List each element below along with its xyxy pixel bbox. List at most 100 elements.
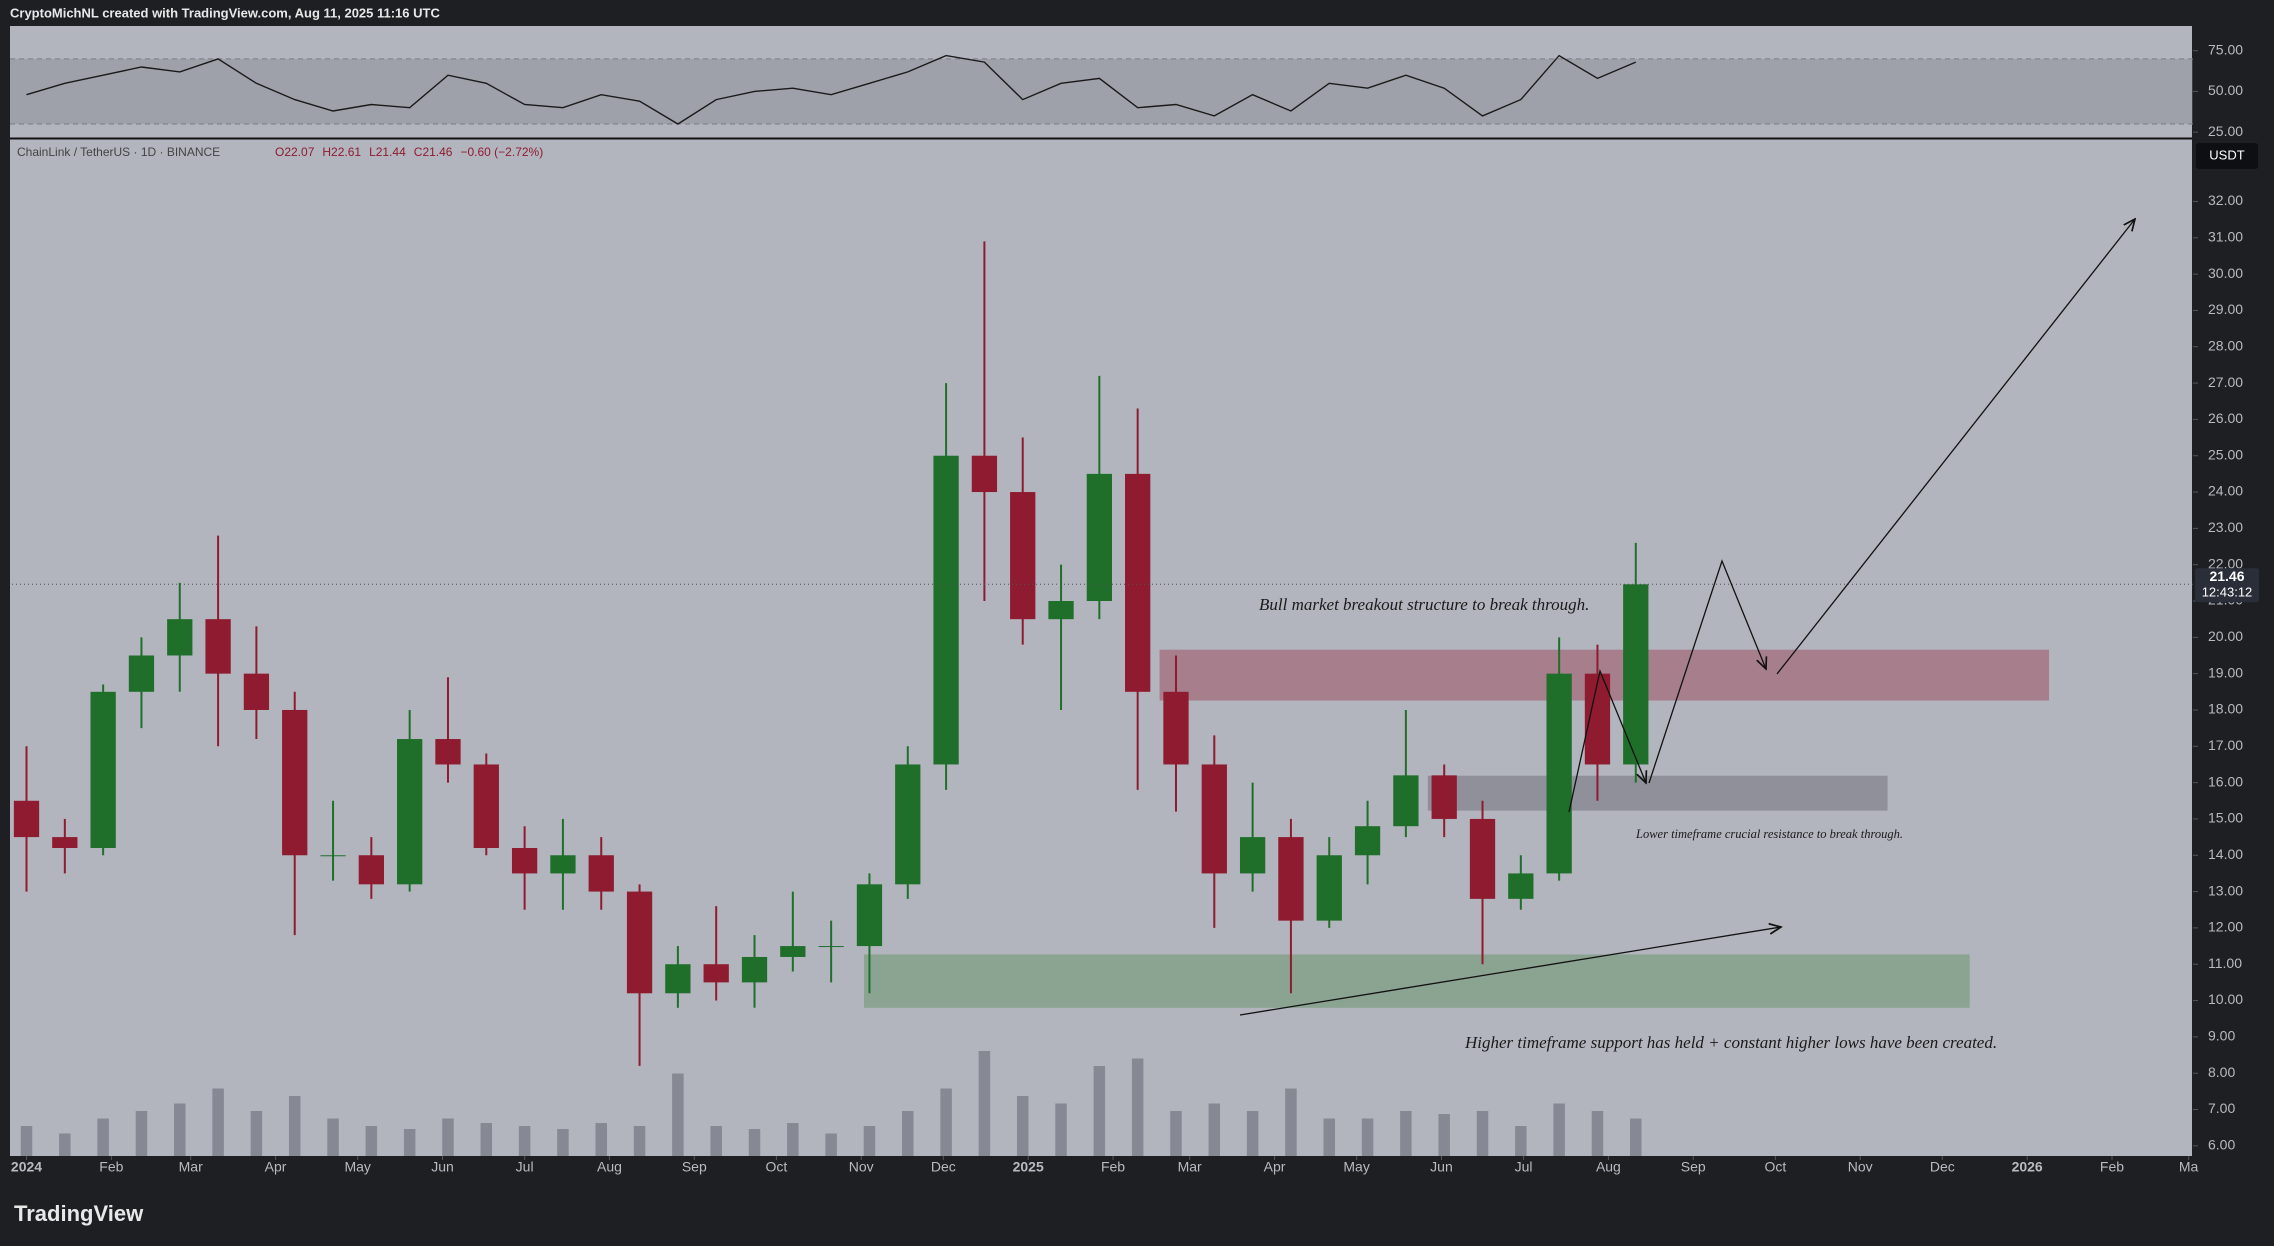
y-tick-label: 14.00 — [2208, 846, 2243, 862]
candle-body — [1010, 492, 1036, 620]
legend-value: −0.60 (−2.72%) — [460, 145, 543, 159]
volume-bar — [442, 1118, 454, 1156]
x-tick-label: Feb — [99, 1159, 123, 1175]
candle-body — [818, 946, 844, 948]
x-tick-label: Jun — [1430, 1159, 1453, 1175]
volume-bar — [365, 1126, 378, 1156]
x-tick-label: Jul — [1515, 1159, 1533, 1175]
volume-bar — [59, 1133, 71, 1156]
y-tick-label: 24.00 — [2208, 483, 2243, 499]
x-tick-label: May — [1343, 1159, 1369, 1175]
currency: USDT — [2209, 147, 2244, 162]
volume-bar — [1438, 1114, 1450, 1156]
y-tick-label: 12.00 — [2208, 919, 2243, 935]
volume-bar — [1361, 1118, 1374, 1156]
y-tick-label: 9.00 — [2208, 1028, 2235, 1044]
y-tick-label: 26.00 — [2208, 410, 2243, 426]
y-tick-label: 16.00 — [2208, 773, 2243, 789]
y-tick-label: 20.00 — [2208, 628, 2243, 644]
x-tick-label: Dec — [1930, 1159, 1955, 1175]
candle-body — [473, 764, 499, 848]
rsi-tick-label: 50.00 — [2208, 82, 2243, 98]
volume-bar — [135, 1111, 148, 1156]
y-tick-label: 27.00 — [2208, 374, 2243, 390]
candle-body — [435, 739, 461, 765]
rsi-band — [10, 58, 2193, 124]
volume-bar — [595, 1123, 607, 1156]
candle-body — [1201, 764, 1227, 874]
candle-body — [1431, 775, 1457, 819]
volume-bar — [518, 1126, 531, 1156]
candle-body — [971, 455, 998, 493]
y-tick-label: 19.00 — [2208, 664, 2243, 680]
volume-bar — [1553, 1103, 1565, 1156]
footer-logo: TradingView — [14, 1201, 144, 1226]
y-tick-label: 18.00 — [2208, 701, 2243, 717]
price-tag-label: 21.46 — [2209, 568, 2244, 584]
y-tick-label: 10.00 — [2208, 991, 2243, 1007]
legend-symbol: ChainLink / TetherUS · 1D · BINANCE — [17, 145, 220, 159]
volume-bar — [672, 1073, 684, 1156]
candle-body — [665, 964, 691, 994]
candle-body — [1354, 826, 1381, 856]
candle-body — [1163, 691, 1189, 765]
candle-body — [282, 709, 308, 856]
candle-body — [1239, 837, 1266, 874]
candle-body — [52, 837, 78, 848]
rsi-tick-label: 75.00 — [2208, 41, 2243, 57]
rsi-tick-label: 25.00 — [2208, 123, 2243, 139]
candle-body — [1316, 855, 1342, 921]
candle-body — [128, 655, 155, 692]
candle-body — [205, 619, 231, 674]
volume-bar — [787, 1123, 799, 1156]
y-tick-label: 13.00 — [2208, 882, 2243, 898]
candle-body — [167, 619, 193, 656]
annotation: Lower timeframe crucial resistance to br… — [1635, 827, 1903, 841]
volume-bar — [557, 1129, 569, 1156]
candle-body — [1508, 873, 1534, 899]
volume-bar — [250, 1111, 263, 1156]
candle-body — [703, 964, 729, 983]
candle-body — [1469, 818, 1496, 899]
candle-body — [90, 691, 116, 848]
y-tick-label: 31.00 — [2208, 228, 2243, 244]
price-pane — [10, 139, 2192, 1156]
currency-badge — [2196, 143, 2258, 169]
x-tick-label: Dec — [931, 1159, 956, 1175]
y-tick-label: 25.00 — [2208, 446, 2243, 462]
y-tick-label: 15.00 — [2208, 810, 2243, 826]
x-tick-label: Mar — [179, 1159, 203, 1175]
volume — [20, 1051, 1642, 1156]
x-tick-label: Apr — [1264, 1159, 1286, 1175]
volume-bar — [403, 1129, 416, 1156]
x-tick-label: Nov — [1848, 1159, 1873, 1175]
candle-body — [320, 855, 346, 857]
candle-body — [780, 946, 806, 957]
volume-bar — [1323, 1118, 1335, 1156]
x-tick-label: 2025 — [1013, 1159, 1044, 1175]
volume-bar — [174, 1103, 186, 1156]
x-tick-label: Sep — [682, 1159, 707, 1175]
candle-body — [550, 855, 576, 874]
volume-bar — [20, 1126, 33, 1156]
candle-body — [741, 956, 768, 983]
candle-body — [1278, 837, 1304, 921]
candle-body — [1546, 673, 1572, 874]
rsi-line — [26, 54, 1637, 125]
candle-body — [511, 847, 538, 874]
volume-bar — [97, 1118, 109, 1156]
y-tick-label: 30.00 — [2208, 265, 2243, 281]
y-tick-label: 17.00 — [2208, 737, 2243, 753]
legend-value: C21.46 — [414, 145, 453, 159]
volume-bar — [1016, 1096, 1029, 1156]
volume-bar — [1476, 1111, 1489, 1156]
y-tick-label: 6.00 — [2208, 1137, 2235, 1153]
x-tick-label: Oct — [1764, 1159, 1786, 1175]
candles — [13, 241, 1649, 1066]
volume-bar — [327, 1118, 339, 1156]
candle-body — [1048, 601, 1074, 620]
candle-body — [1623, 584, 1649, 765]
volume-bar — [1591, 1111, 1604, 1156]
volume-bar — [212, 1088, 224, 1156]
